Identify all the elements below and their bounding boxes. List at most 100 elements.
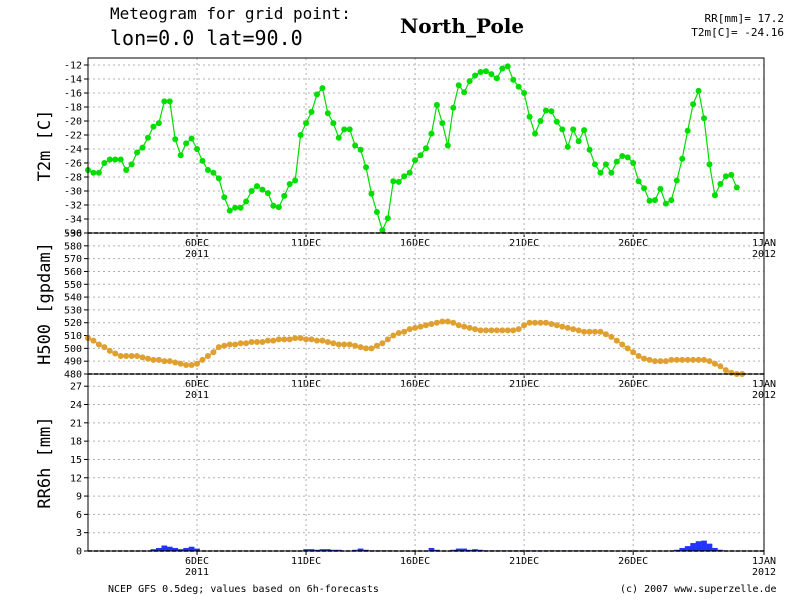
h500-data-point	[548, 321, 555, 328]
t2m-data-point	[254, 183, 260, 190]
t2m-data-point	[341, 126, 348, 133]
t2m-data-point	[226, 207, 233, 214]
t2m-data-point	[112, 156, 119, 163]
h500-data-point	[232, 341, 239, 348]
t2m-data-point	[243, 198, 250, 205]
h500-data-point	[711, 360, 718, 367]
t2m-data-point	[482, 68, 489, 75]
h500-data-point	[112, 350, 119, 357]
h500-data-point	[243, 340, 250, 347]
h500-data-point	[313, 337, 320, 344]
x-tick-label: 6DEC	[185, 556, 209, 567]
t2m-data-point	[423, 145, 429, 152]
rr-precip-bar	[461, 548, 468, 551]
h500-data-point	[433, 319, 440, 326]
t2m-data-point	[128, 161, 135, 168]
rr-precip-bar	[172, 547, 179, 551]
h500-data-point	[401, 328, 408, 335]
t2m-data-point	[646, 197, 653, 204]
t2m-data-point	[602, 161, 609, 168]
y-tick-label: 560	[64, 267, 82, 278]
t2m-data-point	[313, 91, 320, 98]
t2m-data-point	[722, 173, 729, 180]
rr-precip-bar	[679, 547, 686, 551]
h500-data-point	[286, 336, 293, 343]
t2m-data-point	[183, 140, 190, 147]
h500-data-point	[706, 358, 713, 365]
h500-data-point	[379, 340, 386, 347]
t2m-data-point	[204, 167, 211, 173]
t2m-data-point	[324, 110, 331, 117]
h500-data-point	[526, 319, 533, 326]
t2m-data-point	[401, 173, 408, 180]
t2m-data-point	[177, 152, 184, 159]
t2m-data-point	[172, 136, 179, 143]
t2m-data-point	[303, 120, 310, 127]
t2m-data-point	[684, 127, 691, 134]
t2m-data-point	[581, 127, 588, 134]
t2m-data-point	[352, 142, 359, 149]
rr-precip-bar	[684, 546, 691, 551]
h500-data-point	[363, 345, 370, 352]
t2m-data-point	[510, 76, 517, 83]
h500-data-point	[128, 353, 135, 360]
rr-precip-bar	[712, 547, 718, 551]
h500-data-point	[504, 327, 511, 334]
t2m-data-point	[695, 87, 702, 94]
y-tick-label: 530	[64, 305, 82, 316]
t2m-data-point	[281, 192, 288, 199]
t2m-data-point	[428, 130, 435, 137]
h500-data-point	[254, 338, 260, 345]
t2m-data-point	[586, 146, 593, 153]
t2m-data-point	[319, 85, 326, 92]
h500-data-point	[406, 326, 413, 333]
t2m-data-point	[570, 126, 577, 133]
h500-data-point	[221, 342, 228, 349]
h500-data-point	[651, 358, 658, 365]
y-tick-label: 21	[70, 418, 82, 429]
station-name: North_Pole	[400, 14, 525, 38]
y-tick-label: -12	[64, 61, 82, 72]
t2m-data-point	[210, 169, 217, 176]
h500-data-point	[117, 353, 124, 360]
t2m-data-point	[662, 200, 669, 207]
y-tick-label: 9	[76, 492, 82, 503]
h500-data-point	[335, 341, 342, 348]
t2m-data-point	[188, 135, 195, 142]
h500-data-point	[679, 356, 686, 363]
y-tick-label: 6	[76, 510, 82, 521]
h500-data-point	[248, 338, 255, 345]
y-tick-label: -18	[64, 103, 82, 114]
rr-precip-bar	[357, 548, 364, 551]
t2m-data-point	[368, 190, 375, 197]
h500-data-point	[684, 356, 691, 363]
y-tick-label: 520	[64, 318, 82, 329]
t2m-data-point	[90, 169, 97, 176]
rr-precip-bar	[150, 549, 157, 551]
h500-data-point	[330, 340, 337, 347]
t2m-data-point	[439, 120, 446, 127]
h500-data-point	[695, 356, 702, 363]
t2m-data-point	[532, 130, 539, 137]
t2m-data-point	[559, 126, 566, 133]
y-tick-label: 0	[76, 547, 82, 558]
t2m-data-point	[668, 197, 675, 204]
rr-precip-bar	[455, 548, 462, 551]
t2m-data-point	[248, 188, 255, 194]
t2m-data-point	[526, 113, 533, 120]
t2m-data-point	[488, 71, 495, 78]
h500-data-point	[624, 345, 631, 352]
t2m-data-point	[630, 160, 637, 166]
rr-precip-bar	[690, 543, 696, 551]
t2m-data-point	[641, 185, 648, 192]
t2m-data-point	[542, 107, 549, 114]
rr-precip-bar	[156, 547, 162, 551]
rr-precip-bar	[450, 549, 457, 551]
y-tick-label: 15	[70, 455, 82, 466]
rr-precip-bar	[183, 547, 189, 551]
t2m-data-point	[373, 209, 380, 215]
h500-data-point	[586, 328, 593, 335]
h500-data-point	[570, 326, 577, 333]
h500-data-point	[657, 358, 664, 365]
